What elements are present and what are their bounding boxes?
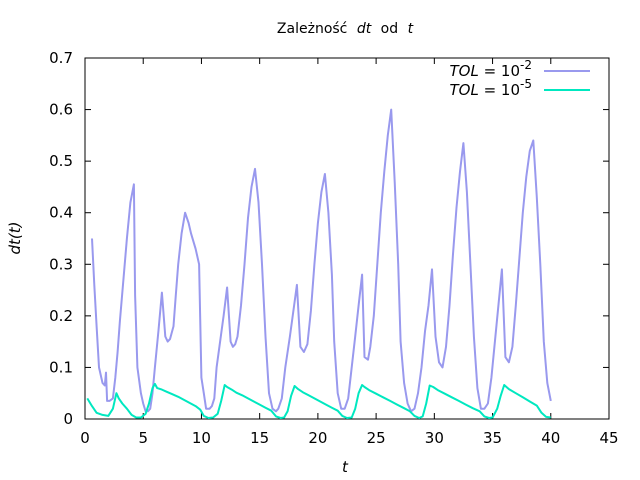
x-tick-label: 25 [367, 429, 386, 447]
x-tick-label: 15 [250, 429, 269, 447]
y-axis-label: dt(t) [6, 222, 24, 255]
y-tick-label: 0.5 [49, 152, 73, 170]
x-axis-label: t [342, 458, 349, 476]
x-tick-label: 5 [138, 429, 148, 447]
axis-ticks: 0 5 10 15 20 25 30 35 40 45 0 0.1 0.2 0.3 0.4 0.5 0.6 0.7 [49, 49, 618, 447]
x-tick-label: 0 [80, 429, 90, 447]
y-tick-label: 0.7 [49, 49, 73, 67]
x-tick-label: 40 [541, 429, 560, 447]
x-tick-label: 10 [192, 429, 211, 447]
legend-label: TOL = 10-2 [450, 58, 533, 80]
legend-label: TOL = 10-5 [450, 77, 533, 99]
y-tick-label: 0.4 [49, 204, 73, 222]
y-tick-label: 0.3 [49, 255, 73, 273]
y-tick-label: 0.6 [49, 101, 73, 119]
series-layer [86, 108, 552, 419]
x-tick-label: 35 [483, 429, 502, 447]
x-tick-label: 45 [599, 429, 618, 447]
plot-frame [84, 57, 610, 420]
chart-title: Zależność dt od t [277, 21, 414, 37]
series-line-1 [91, 108, 552, 413]
series-line-2 [86, 382, 551, 419]
x-tick-label: 20 [308, 429, 327, 447]
y-tick-label: 0.1 [49, 358, 73, 376]
x-tick-label: 30 [425, 429, 444, 447]
y-tick-label: 0 [63, 410, 73, 428]
y-tick-label: 0.2 [49, 307, 73, 325]
